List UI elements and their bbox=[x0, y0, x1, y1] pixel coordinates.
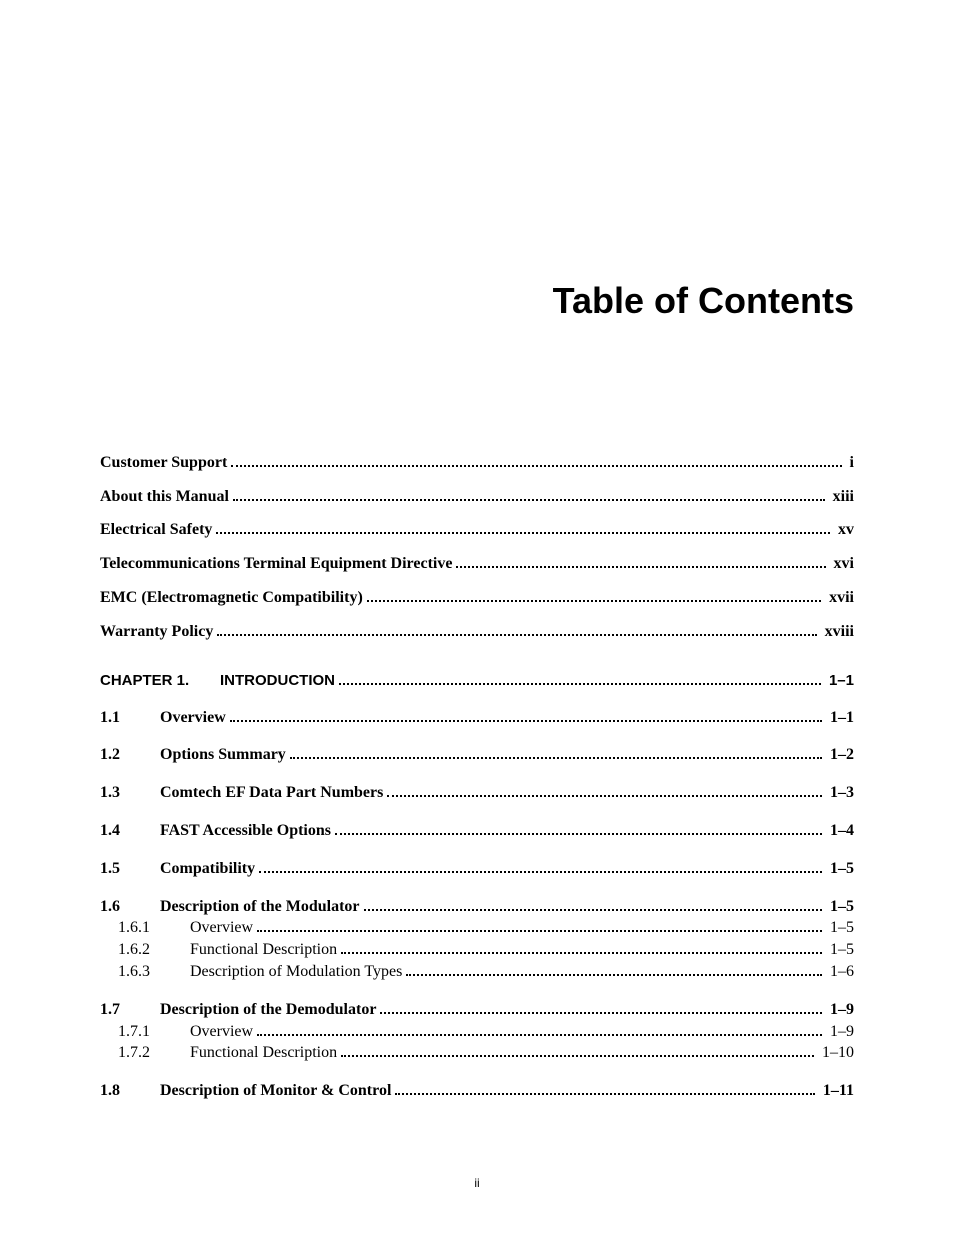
toc-entry-number: 1.6.3 bbox=[118, 963, 190, 981]
toc-entry: CHAPTER 1.INTRODUCTION 1–1 bbox=[100, 671, 854, 689]
toc-entry-number: 1.2 bbox=[100, 746, 160, 764]
toc-entry: 1.4FAST Accessible Options 1–4 bbox=[100, 820, 854, 840]
toc-entry-label: Telecommunications Terminal Equipment Di… bbox=[100, 555, 452, 573]
toc-entry-label: EMC (Electromagnetic Compatibility) bbox=[100, 589, 363, 607]
toc-entry-label: Options Summary bbox=[160, 746, 286, 764]
toc-leader-dots bbox=[231, 452, 841, 467]
page-title: Table of Contents bbox=[100, 280, 854, 322]
toc-entry-page: 1–3 bbox=[826, 784, 854, 802]
toc-entry-label: Overview bbox=[190, 919, 253, 937]
toc-leader-dots bbox=[406, 961, 822, 976]
toc-leader-dots bbox=[290, 745, 822, 760]
toc-entry-page: 1–2 bbox=[826, 746, 854, 764]
toc-entry: 1.7.2Functional Description 1–10 bbox=[100, 1043, 854, 1063]
toc-entry-number: CHAPTER 1. bbox=[100, 672, 220, 689]
table-of-contents: Customer Support i About this Manual xiii El… bbox=[100, 452, 854, 1100]
toc-leader-dots bbox=[233, 486, 825, 501]
toc-entry-number: 1.3 bbox=[100, 784, 160, 802]
toc-entry-number: 1.1 bbox=[100, 709, 160, 727]
toc-entry-page: xviii bbox=[821, 623, 854, 641]
toc-entry-page: 1–10 bbox=[818, 1044, 854, 1062]
toc-entry-page: 1–5 bbox=[826, 898, 854, 916]
toc-leader-dots bbox=[335, 820, 822, 835]
toc-entry-number: 1.7.2 bbox=[118, 1044, 190, 1062]
toc-entry-label: INTRODUCTION bbox=[220, 672, 335, 689]
toc-entry-page: 1–5 bbox=[826, 919, 854, 937]
toc-entry: Customer Support i bbox=[100, 452, 854, 472]
toc-entry-page: 1–1 bbox=[825, 672, 854, 689]
toc-entry-page: 1–11 bbox=[819, 1082, 854, 1100]
toc-entry: Telecommunications Terminal Equipment Di… bbox=[100, 553, 854, 573]
toc-entry-label: Functional Description bbox=[190, 941, 337, 959]
toc-entry: 1.3Comtech EF Data Part Numbers 1–3 bbox=[100, 782, 854, 802]
toc-entry-label: Functional Description bbox=[190, 1044, 337, 1062]
toc-entry-page: 1–6 bbox=[826, 963, 854, 981]
toc-entry-page: 1–5 bbox=[826, 941, 854, 959]
toc-entry: 1.6.1Overview 1–5 bbox=[100, 918, 854, 938]
toc-entry-number: 1.6.1 bbox=[118, 919, 190, 937]
toc-entry-page: 1–9 bbox=[826, 1001, 854, 1019]
toc-leader-dots bbox=[387, 782, 822, 797]
toc-entry: Warranty Policy xviii bbox=[100, 621, 854, 641]
page-number: ii bbox=[0, 1176, 954, 1190]
toc-leader-dots bbox=[364, 896, 822, 911]
toc-entry: 1.7.1Overview 1–9 bbox=[100, 1021, 854, 1041]
toc-leader-dots bbox=[456, 553, 825, 568]
toc-leader-dots bbox=[257, 1021, 822, 1036]
toc-leader-dots bbox=[257, 918, 822, 933]
toc-entry-number: 1.6 bbox=[100, 898, 160, 916]
toc-entry: 1.6.3Description of Modulation Types 1–6 bbox=[100, 961, 854, 981]
toc-entry-number: 1.4 bbox=[100, 822, 160, 840]
toc-leader-dots bbox=[380, 999, 822, 1014]
toc-entry-page: 1–4 bbox=[826, 822, 854, 840]
toc-entry: 1.6Description of the Modulator 1–5 bbox=[100, 896, 854, 916]
toc-entry-label: Description of Monitor & Control bbox=[160, 1082, 391, 1100]
toc-entry-label: Overview bbox=[190, 1023, 253, 1041]
toc-entry-page: xv bbox=[834, 521, 854, 539]
toc-entry-label: Comtech EF Data Part Numbers bbox=[160, 784, 383, 802]
page: Table of Contents Customer Support i About… bbox=[0, 0, 954, 1235]
toc-leader-dots bbox=[339, 671, 821, 685]
toc-entry-number: 1.8 bbox=[100, 1082, 160, 1100]
toc-entry-number: 1.7.1 bbox=[118, 1023, 190, 1041]
toc-entry-page: xvi bbox=[830, 555, 854, 573]
toc-entry-label: About this Manual bbox=[100, 488, 229, 506]
toc-leader-dots bbox=[395, 1080, 814, 1095]
toc-entry-label: Electrical Safety bbox=[100, 521, 212, 539]
toc-entry-page: 1–1 bbox=[826, 709, 854, 727]
toc-entry-label: Customer Support bbox=[100, 454, 227, 472]
toc-entry-number: 1.5 bbox=[100, 860, 160, 878]
toc-entry-number: 1.7 bbox=[100, 1001, 160, 1019]
toc-entry-label: Overview bbox=[160, 709, 226, 727]
toc-entry-label: Warranty Policy bbox=[100, 623, 213, 641]
toc-entry: 1.1Overview 1–1 bbox=[100, 707, 854, 727]
toc-entry: 1.5Compatibility 1–5 bbox=[100, 858, 854, 878]
toc-entry-label: Description of the Demodulator bbox=[160, 1001, 376, 1019]
toc-entry-page: i bbox=[846, 454, 854, 472]
toc-leader-dots bbox=[216, 520, 830, 535]
toc-entry-label: Description of the Modulator bbox=[160, 898, 360, 916]
toc-leader-dots bbox=[341, 939, 822, 954]
toc-entry-label: Compatibility bbox=[160, 860, 255, 878]
toc-leader-dots bbox=[367, 587, 821, 602]
toc-entry: 1.6.2Functional Description 1–5 bbox=[100, 939, 854, 959]
toc-leader-dots bbox=[341, 1043, 814, 1058]
toc-entry: About this Manual xiii bbox=[100, 486, 854, 506]
toc-entry-page: 1–9 bbox=[826, 1023, 854, 1041]
toc-entry: Electrical Safety xv bbox=[100, 520, 854, 540]
toc-leader-dots bbox=[259, 858, 822, 873]
toc-entry-label: FAST Accessible Options bbox=[160, 822, 331, 840]
toc-entry: 1.2Options Summary 1–2 bbox=[100, 745, 854, 765]
toc-entry: 1.8Description of Monitor & Control 1–11 bbox=[100, 1080, 854, 1100]
toc-entry-number: 1.6.2 bbox=[118, 941, 190, 959]
toc-entry: 1.7Description of the Demodulator 1–9 bbox=[100, 999, 854, 1019]
toc-entry-label: Description of Modulation Types bbox=[190, 963, 402, 981]
toc-leader-dots bbox=[230, 707, 822, 722]
toc-entry: EMC (Electromagnetic Compatibility) xvii bbox=[100, 587, 854, 607]
toc-entry-page: xiii bbox=[829, 488, 854, 506]
toc-leader-dots bbox=[217, 621, 816, 636]
toc-entry-page: 1–5 bbox=[826, 860, 854, 878]
toc-entry-page: xvii bbox=[825, 589, 854, 607]
